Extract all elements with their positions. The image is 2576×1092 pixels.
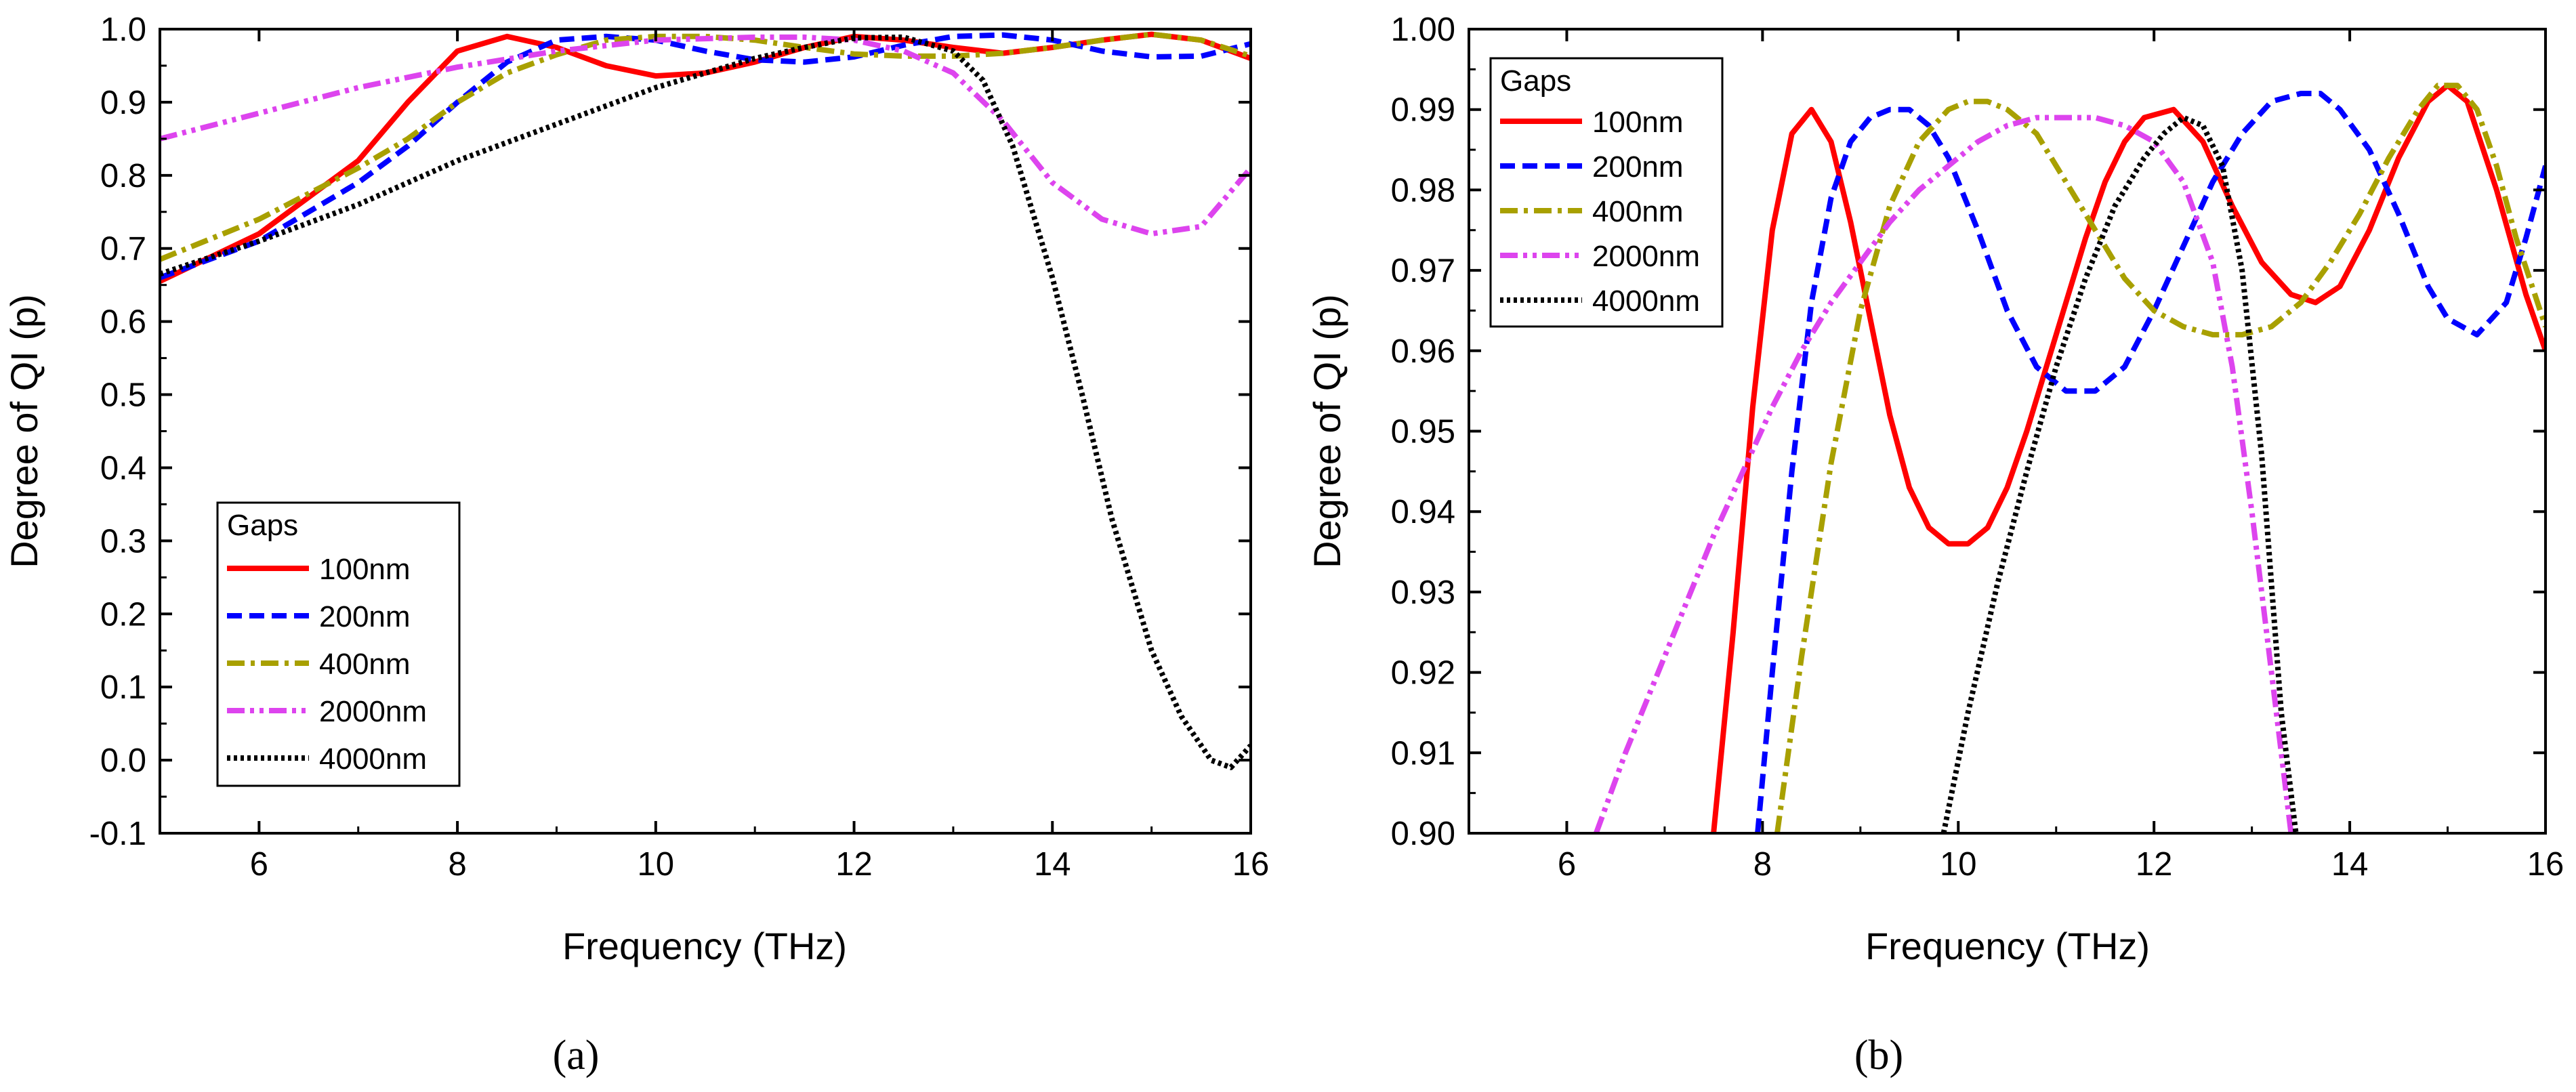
- y-tick-label: 0.0: [100, 742, 146, 779]
- x-tick-label: 16: [2527, 846, 2564, 883]
- legend-label-200nm: 200nm: [319, 600, 411, 633]
- legend: Gaps 100nm 200nm 400nm 2000nm 4000nm: [1489, 57, 1724, 328]
- series-line-100nm: [160, 31, 1251, 284]
- y-axis-title: Degree of QI (p): [1306, 294, 1348, 568]
- series-line-4000nm: [160, 34, 1251, 770]
- x-tick-label: 6: [250, 846, 268, 883]
- y-tick-label: 0.1: [100, 669, 146, 706]
- series-line-100nm: [1711, 83, 2546, 833]
- x-tick-label: 12: [2136, 846, 2173, 883]
- x-axis-title: Frequency (THz): [562, 925, 847, 967]
- y-tick-label: 0.92: [1391, 655, 1455, 692]
- y-tick-label: 0.8: [100, 158, 146, 194]
- x-axis-title: Frequency (THz): [1865, 925, 2150, 967]
- y-tick-label: 0.9: [100, 85, 146, 121]
- x-tick-label: 6: [1558, 846, 1576, 883]
- x-tick-label: 8: [448, 846, 466, 883]
- x-tick-label: 10: [638, 846, 675, 883]
- legend: Gaps 100nm 200nm 400nm 2000nm 4000nm: [216, 501, 461, 787]
- panel-label: (a): [553, 1032, 600, 1078]
- y-tick-label: 0.3: [100, 523, 146, 560]
- y-axis-title: Degree of QI (p): [3, 294, 45, 568]
- legend-label-2000nm: 2000nm: [319, 695, 427, 728]
- legend-label-4000nm: 4000nm: [319, 742, 427, 776]
- x-tick-label: 16: [1232, 846, 1270, 883]
- y-tick-label: 0.93: [1391, 574, 1455, 611]
- legend-label-100nm: 100nm: [319, 553, 411, 586]
- y-tick-label: 0.7: [100, 231, 146, 268]
- series-line-200nm: [1755, 91, 2546, 833]
- legend-label-400nm: 400nm: [1592, 195, 1684, 228]
- legend-box: [1489, 57, 1724, 328]
- legend-title: Gaps: [1500, 64, 1571, 98]
- legend-box: [216, 501, 461, 787]
- legend-label-4000nm: 4000nm: [1592, 285, 1700, 318]
- legend-label-100nm: 100nm: [1592, 106, 1684, 139]
- y-tick-label: 0.94: [1391, 494, 1455, 530]
- y-tick-label: 1.00: [1391, 12, 1455, 48]
- x-tick-label: 10: [1940, 846, 1977, 883]
- x-tick-label: 12: [835, 846, 873, 883]
- x-tick-label: 14: [2331, 846, 2369, 883]
- series-line-4000nm: [1940, 114, 2299, 833]
- legend-label-400nm: 400nm: [319, 648, 411, 681]
- y-tick-label: 0.96: [1391, 333, 1455, 370]
- series-line-2000nm: [1594, 114, 2294, 833]
- series-line-400nm: [1774, 83, 2546, 833]
- y-tick-label: 0.97: [1391, 253, 1455, 289]
- legend-label-200nm: 200nm: [1592, 150, 1684, 184]
- y-tick-label: 0.99: [1391, 92, 1455, 129]
- y-tick-label: 0.6: [100, 304, 146, 341]
- y-tick-label: 0.5: [100, 377, 146, 414]
- y-tick-label: 0.98: [1391, 172, 1455, 209]
- y-tick-label: 1.0: [100, 12, 146, 48]
- y-tick-label: 0.2: [100, 596, 146, 633]
- y-tick-label: -0.1: [89, 816, 146, 852]
- y-tick-label: 0.91: [1391, 735, 1455, 772]
- panel-label: (b): [1854, 1032, 1903, 1078]
- y-tick-label: 0.4: [100, 450, 146, 486]
- series-group: [1594, 83, 2546, 833]
- chart-panel-b: 6 8 10 12 14 16 0.90 0.91 0.92 0.93 0.94 0.95 0.96 0.…: [1306, 12, 2564, 1078]
- series-line-400nm: [160, 31, 1251, 262]
- y-tick-label: 0.95: [1391, 414, 1455, 450]
- x-tick-label: 8: [1753, 846, 1772, 883]
- y-tick-label: 0.90: [1391, 816, 1455, 852]
- legend-title: Gaps: [227, 509, 298, 542]
- x-tick-label: 14: [1034, 846, 1071, 883]
- legend-label-2000nm: 2000nm: [1592, 240, 1700, 273]
- chart-panel-a: 6 8 10 12 14 16 -0.1 0.0 0.1 0.2 0.3 0.4 0.5 0.6 0.7 0.…: [3, 12, 1269, 1078]
- series-line-200nm: [160, 32, 1251, 280]
